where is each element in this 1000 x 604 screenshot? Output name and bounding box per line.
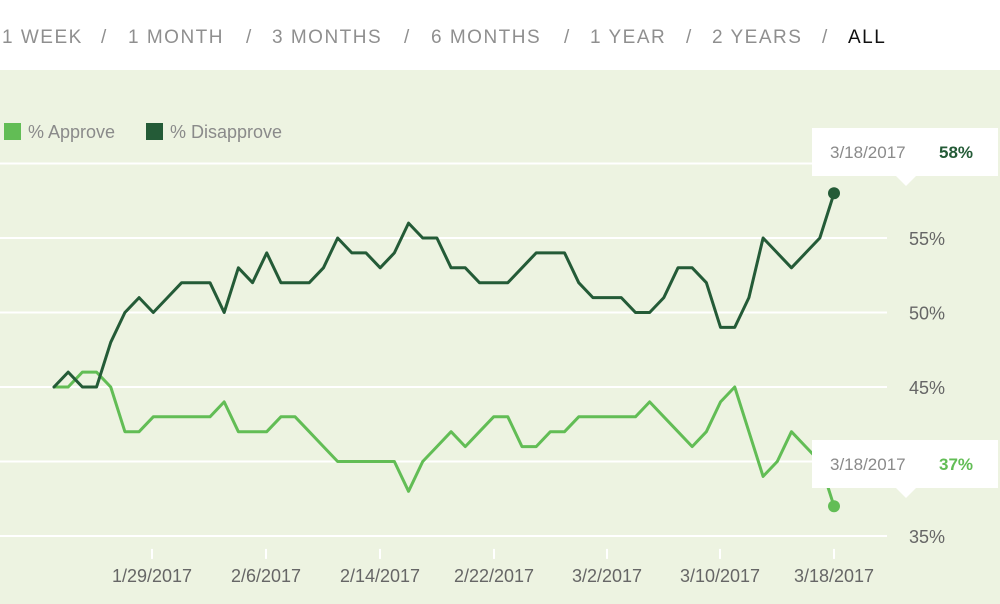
tooltip-date: 3/18/2017 xyxy=(830,143,906,162)
x-tick-label: 2/22/2017 xyxy=(454,566,534,586)
legend-label-approve: % Approve xyxy=(28,122,115,142)
x-tick-label: 3/2/2017 xyxy=(572,566,642,586)
range-separator: / xyxy=(564,27,570,48)
end-point-approve xyxy=(828,500,840,513)
range-2-years[interactable]: 2 YEARS xyxy=(712,27,803,48)
series-line-disapprove xyxy=(52,191,836,389)
x-tick-label: 3/10/2017 xyxy=(680,566,760,586)
tooltip-pointer xyxy=(896,176,916,186)
end-point-disapprove xyxy=(828,187,840,200)
legend-swatch-approve xyxy=(4,123,21,140)
legend-swatch-disapprove xyxy=(146,123,163,140)
legend-label-disapprove: % Disapprove xyxy=(170,122,282,142)
tooltip-disapprove: 3/18/2017 58% xyxy=(812,128,998,186)
range-separator: / xyxy=(404,27,410,48)
y-tick-label: 55% xyxy=(909,229,945,249)
x-tick-label: 2/14/2017 xyxy=(340,566,420,586)
chart-svg: 35% 45% 50% 55% 1/29/2017 2/6/2017 2/14/2017 2/… xyxy=(0,122,998,586)
tooltip-value: 58% xyxy=(939,143,973,162)
range-all[interactable]: ALL xyxy=(848,27,887,48)
range-separator: / xyxy=(246,27,252,48)
tooltip-box xyxy=(812,440,998,488)
range-separator: / xyxy=(686,27,692,48)
tooltip-date: 3/18/2017 xyxy=(830,455,906,474)
tooltip-value: 37% xyxy=(939,455,973,474)
range-1-month[interactable]: 1 MONTH xyxy=(128,27,224,48)
x-tick-label: 3/18/2017 xyxy=(794,566,874,586)
range-1-year[interactable]: 1 YEAR xyxy=(590,27,667,48)
range-6-months[interactable]: 6 MONTHS xyxy=(431,27,542,48)
tooltip-approve: 3/18/2017 37% xyxy=(812,440,998,498)
x-tick-label: 2/6/2017 xyxy=(231,566,301,586)
time-range-selector: 1 WEEK / 1 MONTH / 3 MONTHS / 6 MONTHS / 1 YEAR /… xyxy=(0,0,1000,70)
range-3-months[interactable]: 3 MONTHS xyxy=(272,27,383,48)
series-line-approve xyxy=(52,370,836,508)
approval-chart: 35% 45% 50% 55% 1/29/2017 2/6/2017 2/14/2017 2/… xyxy=(0,70,1000,604)
tooltip-pointer xyxy=(896,488,916,498)
y-tick-label: 35% xyxy=(909,527,945,547)
range-separator: / xyxy=(822,27,828,48)
tooltip-box xyxy=(812,128,998,176)
range-separator: / xyxy=(101,27,107,48)
range-1-week[interactable]: 1 WEEK xyxy=(2,27,83,48)
y-tick-label: 45% xyxy=(909,378,945,398)
x-tick-label: 1/29/2017 xyxy=(112,566,192,586)
y-tick-label: 50% xyxy=(909,304,945,324)
